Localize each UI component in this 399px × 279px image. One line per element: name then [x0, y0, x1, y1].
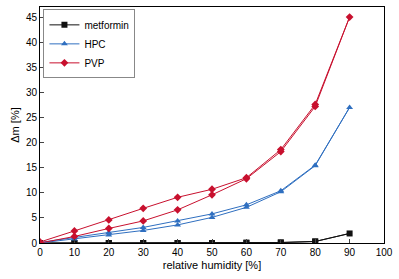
svg-text:relative humidity [%]: relative humidity [%] — [163, 259, 261, 271]
svg-text:15: 15 — [26, 162, 38, 173]
svg-text:10: 10 — [69, 247, 81, 258]
svg-text:80: 80 — [310, 247, 322, 258]
svg-text:70: 70 — [275, 247, 287, 258]
svg-text:10: 10 — [26, 187, 38, 198]
svg-text:PVP: PVP — [84, 58, 104, 69]
svg-text:40: 40 — [26, 37, 38, 48]
svg-text:HPC: HPC — [84, 39, 105, 50]
svg-text:50: 50 — [206, 247, 218, 258]
svg-text:45: 45 — [26, 12, 38, 23]
svg-text:metformin: metformin — [84, 20, 128, 31]
svg-text:30: 30 — [26, 87, 38, 98]
svg-text:100: 100 — [376, 247, 393, 258]
svg-text:0: 0 — [37, 247, 43, 258]
svg-text:Δm [%]: Δm [%] — [9, 107, 21, 142]
svg-text:20: 20 — [26, 137, 38, 148]
svg-text:20: 20 — [103, 247, 115, 258]
svg-text:25: 25 — [26, 112, 38, 123]
svg-text:90: 90 — [344, 247, 356, 258]
svg-text:30: 30 — [138, 247, 150, 258]
svg-text:60: 60 — [241, 247, 253, 258]
svg-text:40: 40 — [172, 247, 184, 258]
svg-text:0: 0 — [31, 238, 37, 249]
svg-text:5: 5 — [31, 212, 37, 223]
svg-text:35: 35 — [26, 62, 38, 73]
